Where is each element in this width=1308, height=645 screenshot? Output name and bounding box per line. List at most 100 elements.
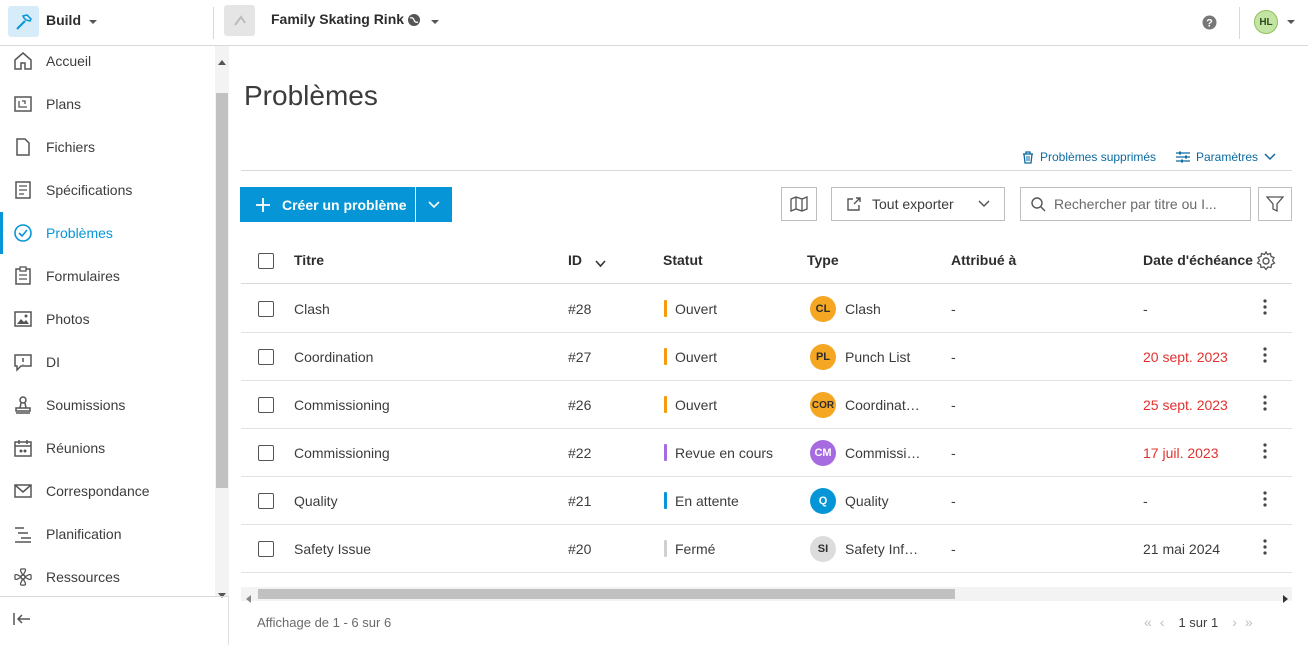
map-icon [790,196,808,212]
filter-button[interactable] [1258,187,1292,221]
sidebar-item-plans[interactable]: Plans [0,83,213,125]
search-box[interactable] [1020,187,1251,221]
column-header-status[interactable]: Statut [663,252,703,268]
row-title[interactable]: Coordination [294,349,374,365]
home-icon [14,52,32,70]
more-actions-icon[interactable] [1263,443,1267,462]
row-type: Quality [845,493,889,509]
row-assigned: - [951,301,956,317]
table-row[interactable]: Clash #28 Ouvert CL Clash - - [241,285,1292,333]
rfi-icon [14,354,32,372]
sort-desc-icon[interactable] [595,255,606,271]
more-actions-icon[interactable] [1263,491,1267,510]
help-icon[interactable]: ? [1202,15,1217,33]
next-page-icon[interactable]: › [1232,614,1237,630]
map-view-button[interactable] [781,187,817,221]
row-title[interactable]: Safety Issue [294,541,372,557]
row-checkbox[interactable] [258,349,274,365]
scroll-down-icon[interactable] [218,586,226,602]
filter-icon [1266,196,1284,213]
table-row[interactable]: Quality #21 En attente Q Quality - - [241,477,1292,525]
column-header-assigned[interactable]: Attribué à [951,252,1017,268]
column-header-id[interactable]: ID [568,252,582,268]
scroll-right-icon[interactable] [1282,590,1288,606]
column-header-title[interactable]: Titre [294,252,325,268]
select-all-checkbox[interactable] [258,253,274,269]
type-badge: CL [810,296,836,322]
build-hammer-icon[interactable] [8,6,39,37]
user-avatar[interactable]: HL [1254,10,1278,34]
sidebar-item-planification[interactable]: Planification [0,513,213,555]
deleted-issues-label: Problèmes supprimés [1040,150,1157,164]
last-page-icon[interactable]: » [1244,614,1253,630]
create-issue-dropdown[interactable] [416,187,452,222]
schedule-icon [15,527,31,543]
sidebar-item-reunions[interactable]: Réunions [0,427,213,469]
sidebar-item-fichiers[interactable]: Fichiers [0,126,213,168]
sidebar-item-accueil[interactable]: Accueil [0,40,213,82]
sidebar-scrollbar-thumb[interactable] [216,93,228,488]
sidebar-item-label: Correspondance [46,483,150,499]
row-status: Fermé [675,541,716,557]
row-type: Safety Inf… [845,541,919,557]
row-checkbox[interactable] [258,445,274,461]
row-id: #26 [568,397,592,413]
row-type: Clash [845,301,881,317]
more-actions-icon[interactable] [1263,395,1267,414]
table-row[interactable]: Commissioning #26 Ouvert COR Coordinat… … [241,381,1292,429]
row-checkbox[interactable] [258,301,274,317]
more-actions-icon[interactable] [1263,299,1267,318]
divider [1239,7,1240,39]
first-page-icon[interactable]: « [1144,614,1152,630]
sidebar-item-label: Accueil [46,53,92,69]
top-bar: Build Family Skating Rink ? HL [0,0,1308,46]
table-scrollbar-thumb[interactable] [258,589,955,599]
row-title[interactable]: Commissioning [294,445,390,461]
issues-icon [14,224,32,242]
row-checkbox[interactable] [258,493,274,509]
app-name[interactable]: Build [46,12,81,28]
table-row[interactable]: Commissioning #22 Revue en cours CM Comm… [241,429,1292,477]
more-actions-icon[interactable] [1263,539,1267,558]
settings-dropdown[interactable]: Paramètres [1176,150,1276,164]
gear-icon[interactable] [1255,250,1277,275]
divider [213,7,214,39]
status-indicator [664,396,667,413]
type-badge: Q [810,488,836,514]
table-row[interactable]: Coordination #27 Ouvert PL Punch List - … [241,333,1292,381]
column-header-due-date[interactable]: Date d'échéance [1143,252,1253,268]
chevron-down-icon[interactable] [1286,14,1296,30]
forms-icon [15,266,31,285]
collapse-sidebar-icon[interactable] [12,611,32,630]
search-input[interactable] [1054,196,1244,212]
row-assigned: - [951,349,956,365]
sidebar-item-specifications[interactable]: Spécifications [0,169,213,211]
export-all-button[interactable]: Tout exporter [831,187,1005,221]
sidebar-item-ressources[interactable]: Ressources [0,556,213,598]
submittals-icon [15,396,31,414]
prev-page-icon[interactable]: ‹ [1159,614,1165,630]
scroll-left-icon[interactable] [246,590,252,606]
row-checkbox[interactable] [258,541,274,557]
sidebar-item-formulaires[interactable]: Formulaires [0,255,213,297]
row-title[interactable]: Commissioning [294,397,390,413]
project-name[interactable]: Family Skating Rink [271,11,405,27]
table-row[interactable]: Safety Issue #20 Fermé SI Safety Inf… - … [241,525,1292,573]
project-thumbnail[interactable] [224,5,255,36]
create-issue-button[interactable]: Créer un problème [240,187,415,222]
row-checkbox[interactable] [258,397,274,413]
column-header-type[interactable]: Type [807,252,839,268]
sidebar-item-problemes[interactable]: Problèmes [0,212,213,254]
scroll-up-icon[interactable] [218,52,226,68]
chevron-down-icon[interactable] [88,14,98,30]
chevron-down-icon[interactable] [430,14,440,30]
row-title[interactable]: Quality [294,493,338,509]
sidebar-item-soumissions[interactable]: Soumissions [0,384,213,426]
row-status: Revue en cours [675,445,774,461]
row-title[interactable]: Clash [294,301,330,317]
deleted-issues-link[interactable]: Problèmes supprimés [1022,150,1156,164]
sidebar-item-photos[interactable]: Photos [0,298,213,340]
sidebar-item-correspondance[interactable]: Correspondance [0,470,213,512]
more-actions-icon[interactable] [1263,347,1267,366]
sidebar-item-di[interactable]: DI [0,341,213,383]
